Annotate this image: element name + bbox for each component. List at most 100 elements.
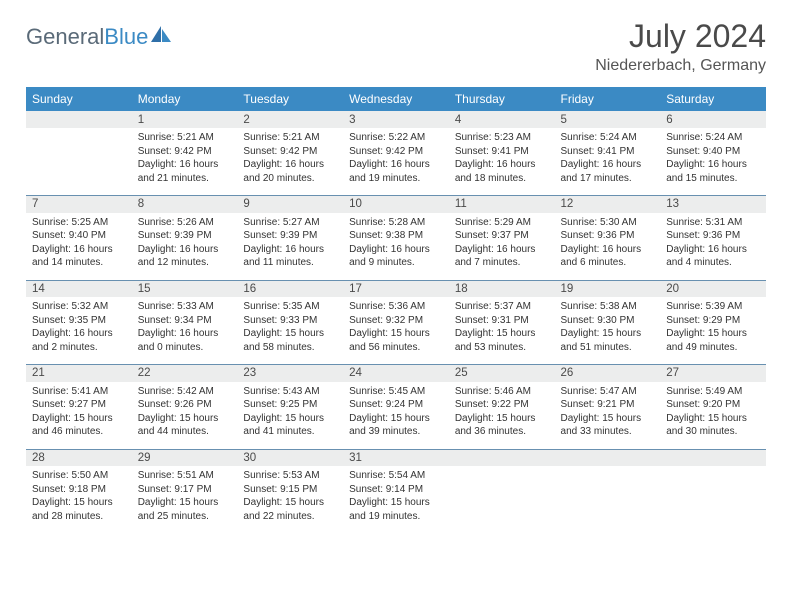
daylight-text: Daylight: 15 hours and 44 minutes. (138, 412, 232, 439)
sunset-text: Sunset: 9:34 PM (138, 314, 232, 328)
daylight-text: Daylight: 15 hours and 53 minutes. (455, 327, 549, 354)
daylight-text: Daylight: 16 hours and 14 minutes. (32, 243, 126, 270)
sunset-text: Sunset: 9:25 PM (243, 398, 337, 412)
day-number: 6 (660, 111, 766, 128)
week-content-row: Sunrise: 5:41 AMSunset: 9:27 PMDaylight:… (26, 382, 766, 450)
day-number: 15 (132, 280, 238, 297)
sunrise-text: Sunrise: 5:36 AM (349, 300, 443, 314)
day-content: Sunrise: 5:50 AMSunset: 9:18 PMDaylight:… (26, 466, 132, 533)
day-number: 8 (132, 196, 238, 213)
sunrise-text: Sunrise: 5:53 AM (243, 469, 337, 483)
day-content: Sunrise: 5:47 AMSunset: 9:21 PMDaylight:… (555, 382, 661, 449)
day-content (449, 466, 555, 526)
day-number: 18 (449, 280, 555, 297)
day-cell: Sunrise: 5:47 AMSunset: 9:21 PMDaylight:… (555, 382, 661, 450)
daylight-text: Daylight: 16 hours and 21 minutes. (138, 158, 232, 185)
day-cell: Sunrise: 5:24 AMSunset: 9:40 PMDaylight:… (660, 128, 766, 196)
daylight-text: Daylight: 15 hours and 19 minutes. (349, 496, 443, 523)
day-cell: Sunrise: 5:49 AMSunset: 9:20 PMDaylight:… (660, 382, 766, 450)
day-number: 7 (26, 196, 132, 213)
sunset-text: Sunset: 9:41 PM (561, 145, 655, 159)
daylight-text: Daylight: 15 hours and 41 minutes. (243, 412, 337, 439)
day-content: Sunrise: 5:26 AMSunset: 9:39 PMDaylight:… (132, 213, 238, 280)
sunrise-text: Sunrise: 5:41 AM (32, 385, 126, 399)
day-content: Sunrise: 5:45 AMSunset: 9:24 PMDaylight:… (343, 382, 449, 449)
day-content: Sunrise: 5:21 AMSunset: 9:42 PMDaylight:… (132, 128, 238, 195)
day-number: 20 (660, 280, 766, 297)
sunrise-text: Sunrise: 5:50 AM (32, 469, 126, 483)
daylight-text: Daylight: 16 hours and 19 minutes. (349, 158, 443, 185)
sunrise-text: Sunrise: 5:49 AM (666, 385, 760, 399)
day-cell: Sunrise: 5:26 AMSunset: 9:39 PMDaylight:… (132, 213, 238, 281)
day-cell: Sunrise: 5:24 AMSunset: 9:41 PMDaylight:… (555, 128, 661, 196)
day-number: 24 (343, 365, 449, 382)
sunrise-text: Sunrise: 5:32 AM (32, 300, 126, 314)
sunrise-text: Sunrise: 5:54 AM (349, 469, 443, 483)
day-number: 10 (343, 196, 449, 213)
sunset-text: Sunset: 9:27 PM (32, 398, 126, 412)
day-number: 11 (449, 196, 555, 213)
day-cell: Sunrise: 5:38 AMSunset: 9:30 PMDaylight:… (555, 297, 661, 365)
day-number: 2 (237, 111, 343, 128)
day-content: Sunrise: 5:32 AMSunset: 9:35 PMDaylight:… (26, 297, 132, 364)
dayhead-mon: Monday (132, 87, 238, 111)
sunset-text: Sunset: 9:17 PM (138, 483, 232, 497)
day-number: 1 (132, 111, 238, 128)
sunset-text: Sunset: 9:30 PM (561, 314, 655, 328)
location: Niedererbach, Germany (595, 57, 766, 75)
dayhead-thu: Thursday (449, 87, 555, 111)
day-content: Sunrise: 5:36 AMSunset: 9:32 PMDaylight:… (343, 297, 449, 364)
day-number: 4 (449, 111, 555, 128)
sunset-text: Sunset: 9:39 PM (243, 229, 337, 243)
sunrise-text: Sunrise: 5:37 AM (455, 300, 549, 314)
day-cell: Sunrise: 5:37 AMSunset: 9:31 PMDaylight:… (449, 297, 555, 365)
daylight-text: Daylight: 16 hours and 0 minutes. (138, 327, 232, 354)
sunset-text: Sunset: 9:14 PM (349, 483, 443, 497)
daylight-text: Daylight: 16 hours and 17 minutes. (561, 158, 655, 185)
day-cell: Sunrise: 5:31 AMSunset: 9:36 PMDaylight:… (660, 213, 766, 281)
sunrise-text: Sunrise: 5:39 AM (666, 300, 760, 314)
daylight-text: Daylight: 15 hours and 56 minutes. (349, 327, 443, 354)
daylight-text: Daylight: 15 hours and 28 minutes. (32, 496, 126, 523)
sunrise-text: Sunrise: 5:43 AM (243, 385, 337, 399)
day-content: Sunrise: 5:38 AMSunset: 9:30 PMDaylight:… (555, 297, 661, 364)
day-cell: Sunrise: 5:25 AMSunset: 9:40 PMDaylight:… (26, 213, 132, 281)
day-content: Sunrise: 5:24 AMSunset: 9:40 PMDaylight:… (660, 128, 766, 195)
day-cell: Sunrise: 5:50 AMSunset: 9:18 PMDaylight:… (26, 466, 132, 533)
daylight-text: Daylight: 16 hours and 6 minutes. (561, 243, 655, 270)
daylight-text: Daylight: 16 hours and 20 minutes. (243, 158, 337, 185)
daylight-text: Daylight: 15 hours and 33 minutes. (561, 412, 655, 439)
day-number: 29 (132, 449, 238, 466)
daylight-text: Daylight: 15 hours and 46 minutes. (32, 412, 126, 439)
sunrise-text: Sunrise: 5:45 AM (349, 385, 443, 399)
sunset-text: Sunset: 9:15 PM (243, 483, 337, 497)
sunset-text: Sunset: 9:24 PM (349, 398, 443, 412)
daylight-text: Daylight: 16 hours and 12 minutes. (138, 243, 232, 270)
day-cell: Sunrise: 5:36 AMSunset: 9:32 PMDaylight:… (343, 297, 449, 365)
day-content: Sunrise: 5:43 AMSunset: 9:25 PMDaylight:… (237, 382, 343, 449)
day-content: Sunrise: 5:29 AMSunset: 9:37 PMDaylight:… (449, 213, 555, 280)
day-cell: Sunrise: 5:41 AMSunset: 9:27 PMDaylight:… (26, 382, 132, 450)
day-number: 17 (343, 280, 449, 297)
sunrise-text: Sunrise: 5:42 AM (138, 385, 232, 399)
daylight-text: Daylight: 15 hours and 58 minutes. (243, 327, 337, 354)
daylight-text: Daylight: 15 hours and 36 minutes. (455, 412, 549, 439)
dayhead-tue: Tuesday (237, 87, 343, 111)
day-cell: Sunrise: 5:32 AMSunset: 9:35 PMDaylight:… (26, 297, 132, 365)
day-content: Sunrise: 5:28 AMSunset: 9:38 PMDaylight:… (343, 213, 449, 280)
week-daynum-row: 78910111213 (26, 196, 766, 213)
sunset-text: Sunset: 9:42 PM (243, 145, 337, 159)
day-cell: Sunrise: 5:39 AMSunset: 9:29 PMDaylight:… (660, 297, 766, 365)
title-block: July 2024 Niedererbach, Germany (595, 18, 766, 75)
sunrise-text: Sunrise: 5:35 AM (243, 300, 337, 314)
day-content: Sunrise: 5:21 AMSunset: 9:42 PMDaylight:… (237, 128, 343, 195)
sunset-text: Sunset: 9:39 PM (138, 229, 232, 243)
day-content: Sunrise: 5:35 AMSunset: 9:33 PMDaylight:… (237, 297, 343, 364)
week-daynum-row: 14151617181920 (26, 280, 766, 297)
sunrise-text: Sunrise: 5:31 AM (666, 216, 760, 230)
day-cell: Sunrise: 5:29 AMSunset: 9:37 PMDaylight:… (449, 213, 555, 281)
day-number: 28 (26, 449, 132, 466)
dayhead-sat: Saturday (660, 87, 766, 111)
day-cell: Sunrise: 5:33 AMSunset: 9:34 PMDaylight:… (132, 297, 238, 365)
sunrise-text: Sunrise: 5:38 AM (561, 300, 655, 314)
